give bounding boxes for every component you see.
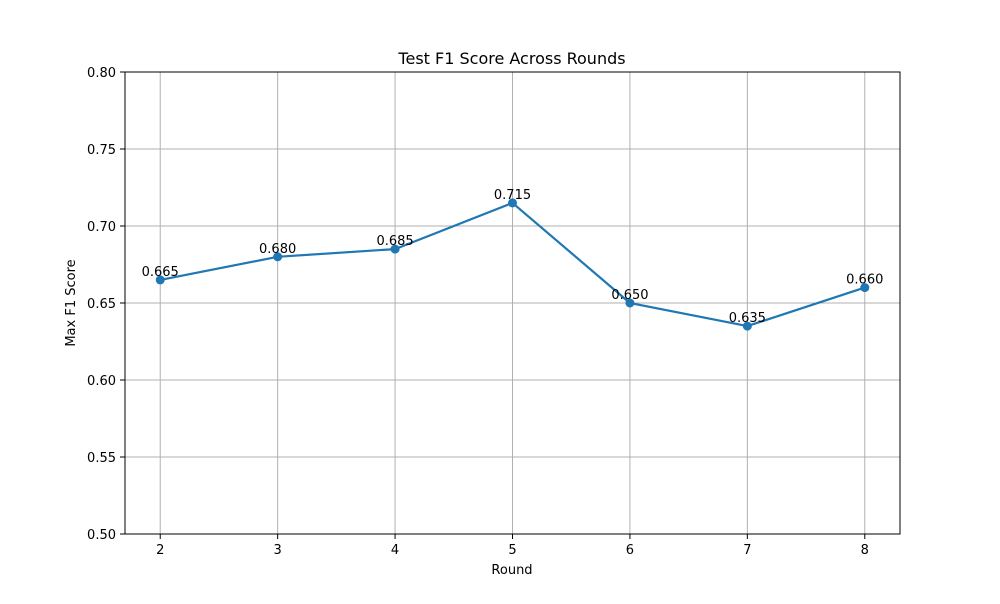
data-label: 0.665 — [142, 265, 179, 280]
y-tick-label: 0.50 — [87, 528, 116, 543]
data-label: 0.680 — [259, 242, 296, 257]
data-point — [742, 321, 752, 331]
axes — [120, 71, 901, 539]
data-point — [155, 275, 165, 285]
y-tick-label: 0.80 — [87, 66, 116, 81]
y-tick-label: 0.75 — [87, 143, 116, 158]
data-point — [273, 252, 283, 262]
data-point — [860, 283, 870, 293]
data-label: 0.650 — [611, 288, 648, 303]
x-tick-label: 5 — [508, 543, 516, 558]
series-layer — [155, 198, 870, 331]
grid — [125, 71, 900, 535]
x-tick-label: 2 — [156, 543, 164, 558]
y-tick-label: 0.70 — [87, 220, 116, 235]
y-tick-label: 0.55 — [87, 451, 116, 466]
chart-title: Test F1 Score Across Rounds — [397, 49, 625, 68]
y-tick-label: 0.60 — [87, 374, 116, 389]
x-tick-label: 7 — [743, 543, 751, 558]
data-label: 0.685 — [376, 234, 413, 249]
data-label: 0.715 — [494, 188, 531, 203]
x-tick-label: 6 — [626, 543, 634, 558]
data-point — [625, 298, 635, 308]
plot-frame — [124, 71, 901, 535]
x-tick-label: 8 — [861, 543, 869, 558]
y-tick-label: 0.65 — [87, 297, 116, 312]
data-label: 0.660 — [846, 273, 883, 288]
x-tick-label: 3 — [274, 543, 282, 558]
y-axis-label: Max F1 Score — [64, 259, 79, 346]
data-label: 0.635 — [729, 311, 766, 326]
x-axis-label: Round — [491, 563, 532, 578]
labels: Test F1 Score Across Rounds Round Max F1… — [64, 49, 883, 578]
data-point — [508, 198, 517, 208]
x-tick-label: 4 — [391, 543, 399, 558]
data-point — [390, 244, 400, 254]
